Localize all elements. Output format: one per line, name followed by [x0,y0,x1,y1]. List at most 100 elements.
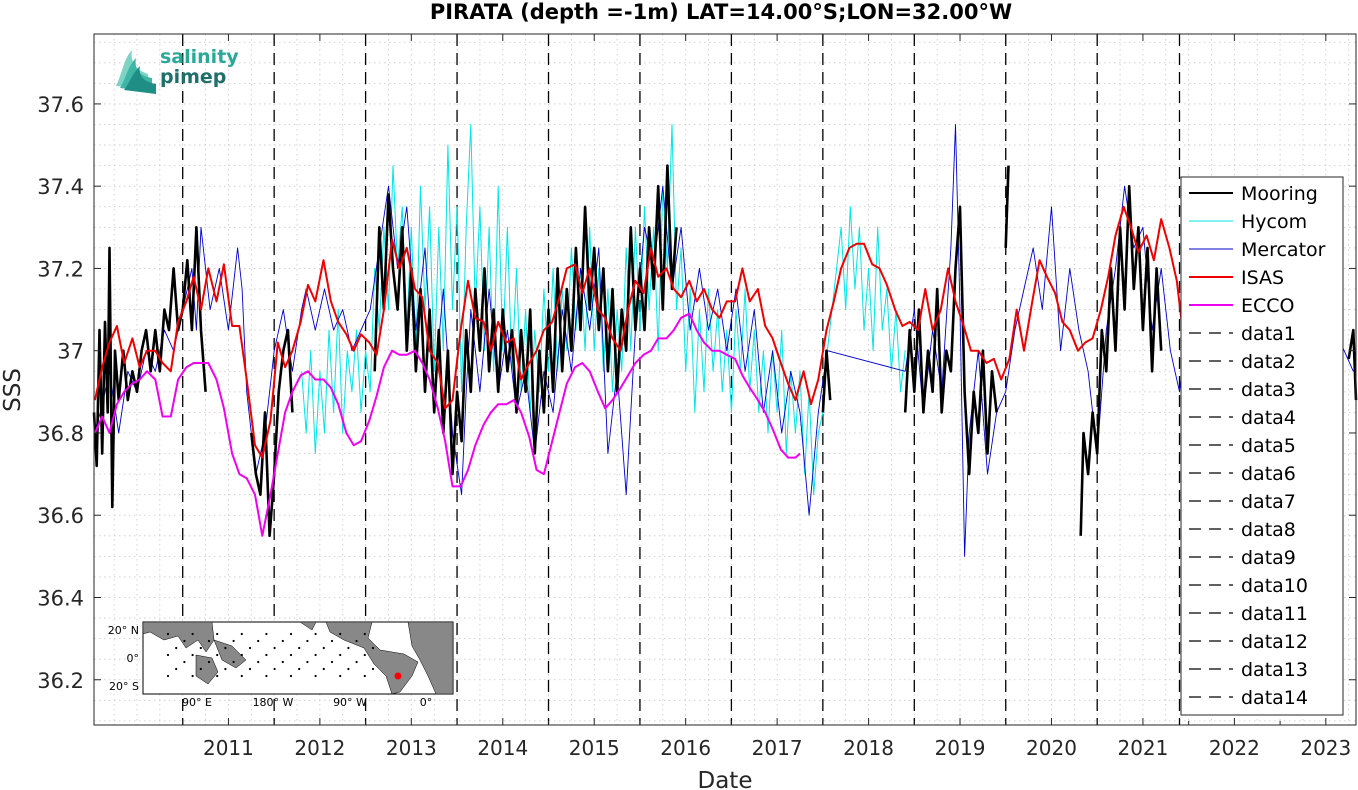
inset-buoy-dot [265,653,268,657]
inset-buoy-dot [224,646,227,650]
y-tick-label: 36.4 [37,586,84,610]
legend-label: Mercator [1241,239,1326,261]
inset-buoy-dot [191,674,194,678]
series-line-mooring [1079,184,1163,536]
inset-buoy-dot [273,667,276,671]
legend-label: ECCO [1241,295,1295,317]
series-line-hycom [301,124,906,496]
inset-buoy-dot [265,674,268,678]
inset-lat-label: 0° [127,652,140,665]
legend-label: data14 [1241,687,1308,709]
x-tick-label: 2011 [203,736,254,760]
x-tick-label: 2023 [1300,736,1351,760]
legend-box [1180,176,1344,716]
x-tick-label: 2014 [477,736,528,760]
inset-buoy-dot [273,646,276,650]
x-tick-label: 2018 [843,736,894,760]
inset-landmass [407,621,454,695]
inset-location-marker [394,672,402,680]
inset-lat-label: 20° S [109,680,139,693]
inset-buoy-dot [339,653,342,657]
legend-label: data1 [1241,323,1296,345]
inset-buoy-dot [183,660,186,664]
grid [94,34,1356,725]
x-tick-label: 2019 [935,736,986,760]
legend-label: data8 [1241,519,1296,541]
series [92,124,1358,557]
inset-buoy-dot [240,674,243,678]
legend-label: data12 [1241,631,1308,653]
inset-buoy-dot [281,660,284,664]
series-line-isas [93,205,1193,459]
x-tick-label: 2016 [660,736,711,760]
y-tick-label: 37.6 [37,93,84,117]
inset-buoy-dot [281,639,284,643]
inset-buoy-dot [347,667,350,671]
x-tick-label: 2012 [294,736,345,760]
legend-label: data9 [1241,547,1296,569]
series-line-mercator [93,124,1354,557]
plot-frame [93,33,1357,726]
inset-buoy-dot [199,646,202,650]
series-line-mooring [92,226,207,509]
inset-buoy-dot [363,632,366,636]
legend-label: Hycom [1241,211,1307,233]
inset-landmass [142,621,215,653]
y-tick-label: 37 [57,340,84,364]
legend-label: data5 [1241,435,1296,457]
x-tick-label: 2017 [752,736,803,760]
x-tick-label: 2021 [1117,736,1168,760]
x-tick-label: 2022 [1209,736,1260,760]
legend-label: Mooring [1241,183,1318,205]
inset-landmass [299,621,317,631]
inset-buoy-dot [289,653,293,657]
inset-buoy-dot [339,674,342,678]
inset-buoy-dot [257,639,260,643]
inset-buoy-dot [314,632,317,636]
legend-label: data4 [1241,407,1296,429]
series-line-mooring [373,164,678,476]
inset-buoy-dot [248,667,252,671]
inset-buoy-dot [207,660,211,664]
y-axis: 36.2 36.4 36.6 36.8 37 37.2 37.4 37.6 [37,93,1356,693]
series-line-ecco [93,312,801,537]
inset-buoy-dot [363,674,366,678]
legend-label: data3 [1241,379,1296,401]
inset-buoy-dot [248,646,252,650]
logo-line1: salinity [160,46,239,68]
inset-buoy-dot [298,646,301,650]
inset-buoy-dot [330,639,334,643]
series-line-mooring [1004,165,1010,248]
inset-buoy-dot [216,674,219,678]
y-tick-label: 36.8 [37,422,84,446]
inset-buoy-dot [265,632,268,636]
x-tick-label: 2020 [1026,736,1077,760]
inset-buoy-dot [314,674,317,678]
chart-title: PIRATA (depth =-1m) LAT=14.00°S;LON=32.0… [430,0,1012,24]
series-line-mooring [903,205,998,476]
legend-label: data10 [1241,575,1308,597]
inset-buoy-dot [314,653,317,657]
inset-buoy-dot [191,632,194,636]
series-line-mooring [250,328,294,538]
legend-label: ISAS [1241,267,1284,289]
inset-lon-label: 90° E [182,696,212,709]
inset-landmass [195,654,219,685]
series-line-mooring [1347,328,1358,401]
inset-lon-label: 90° W [333,696,367,709]
inset-buoy-dot [240,632,243,636]
inset-buoy-dot [191,653,194,657]
inset-lon-label: 180° W [253,696,294,709]
inset-buoy-dot [289,674,293,678]
inset-buoy-dot [240,653,243,657]
inset-buoy-dot [347,646,350,650]
inset-buoy-dot [224,667,227,671]
inset-buoy-dot [166,674,170,678]
inset-buoy-dot [355,660,358,664]
inset-buoy-dot [216,632,219,636]
inset-buoy-dot [166,632,170,636]
inset-buoy-dot [371,667,375,671]
x-tick-label: 2013 [386,736,437,760]
inset-buoy-dot [289,632,293,636]
